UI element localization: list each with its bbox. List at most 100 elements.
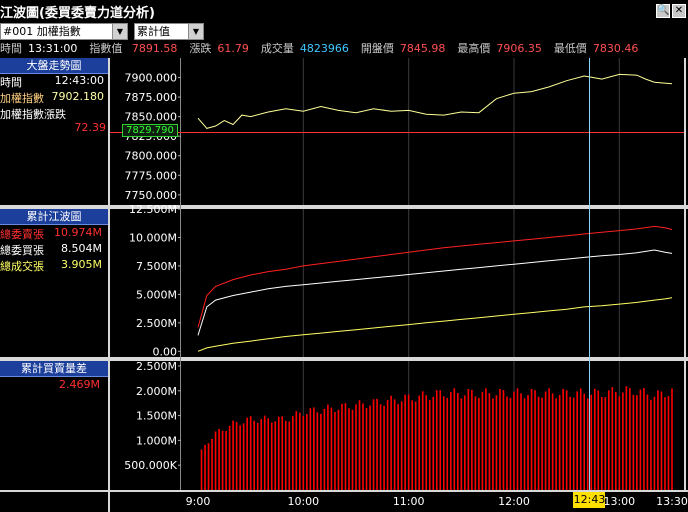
x-tick-label: 13:30	[656, 495, 688, 508]
difference-bar	[365, 408, 368, 490]
left-panel-divider	[108, 58, 110, 512]
difference-bar	[530, 388, 533, 490]
difference-bar	[467, 389, 470, 490]
panel-separator	[0, 357, 688, 361]
difference-bar	[327, 404, 329, 490]
difference-bar	[435, 390, 438, 490]
high-label: 最高價	[457, 42, 491, 55]
difference-bar	[383, 405, 385, 490]
difference-bar	[660, 391, 663, 490]
y-tick-label: 2.000M	[136, 385, 177, 398]
difference-bar	[277, 416, 280, 490]
y-tick-label: 2.500M	[136, 360, 177, 373]
panel2-buy-value: 8.504M	[61, 242, 102, 255]
panel2-deal-label: 總成交張	[0, 260, 44, 273]
difference-bar	[474, 396, 477, 490]
open-label: 開盤價	[360, 42, 394, 55]
x-tick-label: 9:00	[186, 495, 211, 508]
difference-bar	[604, 397, 607, 490]
difference-bar	[397, 404, 399, 490]
difference-bar	[358, 400, 361, 490]
difference-bar	[492, 398, 494, 490]
difference-bar	[667, 396, 670, 490]
index-series-line	[197, 73, 673, 129]
difference-bar	[432, 396, 435, 490]
mode-select-value: 累計值	[137, 25, 170, 38]
high-value: 7906.35	[496, 42, 542, 55]
close-icon[interactable]: ✕	[672, 4, 686, 18]
difference-bar	[632, 394, 635, 490]
mode-select[interactable]: 累計值 ▼	[134, 23, 204, 40]
y-tick-label: 7900.000	[125, 72, 178, 85]
change-label: 漲跌	[189, 42, 212, 55]
y-tick-label: 1.000M	[136, 434, 177, 447]
difference-bar	[249, 416, 252, 490]
y-tick-label: 10.000M	[129, 231, 177, 244]
y-tick-label: 7850.000	[125, 111, 178, 124]
chevron-down-icon[interactable]: ▼	[112, 24, 127, 39]
difference-bar	[337, 409, 340, 490]
panel1-time-value: 12:43:00	[54, 74, 104, 87]
panel1-change-value: 72.39	[74, 121, 107, 134]
y-axis-line	[180, 58, 181, 490]
difference-bar	[235, 422, 238, 490]
panel1-change-label: 加權指數漲跌	[0, 108, 66, 121]
index-value: 7891.58	[131, 42, 178, 55]
difference-bar	[421, 391, 424, 490]
difference-bar	[390, 395, 392, 490]
difference-bar	[485, 388, 487, 490]
difference-bar	[214, 431, 217, 490]
panel1-index-value: 7902.180	[51, 90, 105, 103]
panel-header-difference: 累計買賣量差	[0, 361, 108, 377]
difference-bar	[583, 393, 586, 490]
difference-bar	[569, 396, 571, 490]
zoom-icon[interactable]: 🔍	[656, 4, 670, 18]
axis-separator	[0, 490, 688, 492]
time-label: 時間	[0, 42, 22, 55]
difference-bar	[253, 420, 255, 490]
difference-bar	[650, 399, 652, 490]
difference-bar	[471, 389, 473, 490]
info-bar: 時間 13:31:00 指數值 7891.58 漲跌 61.79 成交量 4823966 開盤…	[0, 42, 688, 56]
panel1-time-label: 時間	[0, 76, 22, 89]
volume-label: 成交量	[260, 42, 294, 55]
difference-bar	[636, 395, 638, 490]
difference-bar	[407, 394, 410, 490]
x-tick-label: 12:00	[498, 495, 530, 508]
y-tick-label: 1.500M	[136, 410, 177, 423]
difference-bar	[520, 393, 522, 490]
difference-bar	[600, 396, 603, 490]
panel-header-cumulative: 累計江波圖	[0, 209, 108, 225]
difference-bar	[527, 395, 529, 490]
panel3-value: 2.469M	[59, 378, 100, 391]
difference-bar	[379, 404, 382, 490]
difference-bar	[204, 444, 206, 490]
x-tick-label: 13:00	[603, 495, 635, 508]
difference-bar	[629, 388, 631, 490]
difference-bar	[260, 419, 262, 490]
difference-bar	[625, 386, 628, 490]
difference-bar	[544, 391, 547, 490]
difference-bar	[671, 388, 673, 490]
difference-bar	[562, 388, 564, 490]
difference-bar	[478, 397, 480, 490]
difference-bar	[246, 417, 248, 490]
difference-bar	[523, 398, 526, 490]
symbol-select[interactable]: #001 加權指數 ▼	[0, 23, 128, 40]
difference-bar	[309, 408, 312, 490]
sell-series-line	[197, 225, 673, 328]
chevron-down-icon[interactable]: ▼	[188, 24, 203, 39]
y-tick-label: 7775.000	[125, 169, 178, 182]
y-tick-label: 0.00	[153, 345, 178, 358]
difference-bar	[316, 412, 319, 490]
difference-bar	[218, 428, 220, 490]
low-value: 7830.46	[592, 42, 639, 55]
difference-bar	[608, 390, 610, 490]
time-value: 13:31:00	[28, 42, 78, 55]
difference-bar	[506, 396, 508, 490]
difference-bar	[270, 422, 273, 490]
panel2-deal-row: 總成交張 3.905M	[0, 258, 106, 274]
difference-bar	[341, 403, 343, 490]
difference-bar	[386, 399, 389, 490]
